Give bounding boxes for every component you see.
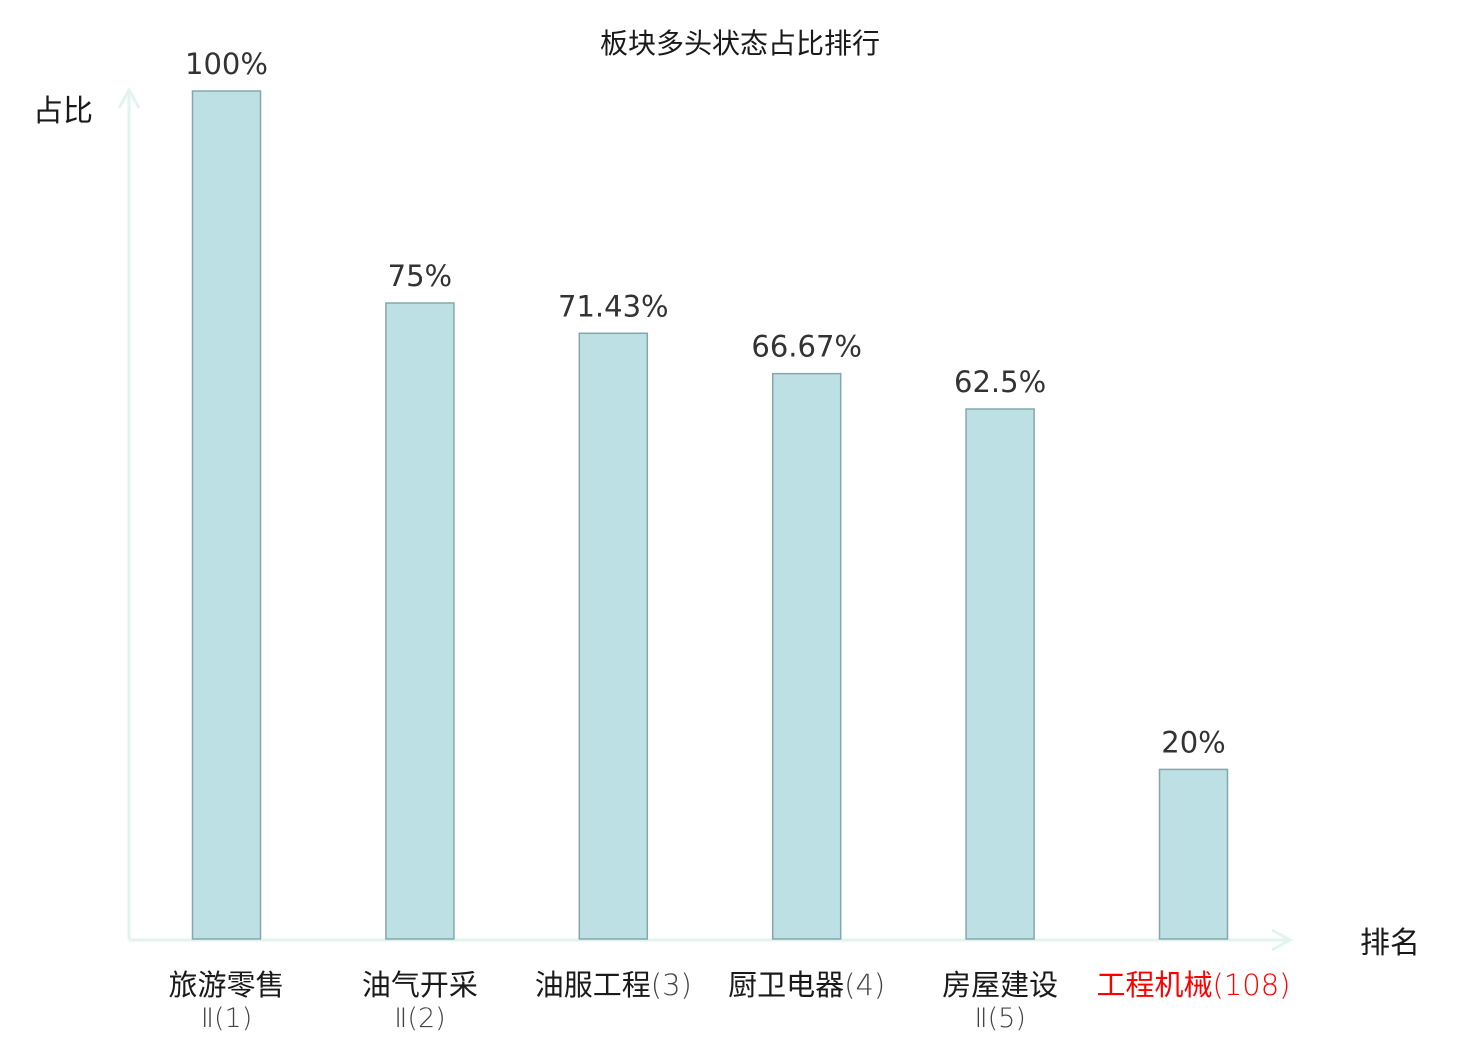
chart-title: 板块多头状态占比排行 xyxy=(600,27,880,60)
x-tick-labels: 旅游零售 Ⅱ(1) 油气开采 Ⅱ(2) 油服工程(3) 厨卫电器(4) 房屋建设 Ⅱ(5) 工程… xyxy=(168,968,1290,1034)
bar xyxy=(771,372,842,940)
bar xyxy=(578,332,649,940)
x-tick-label: 油气开采 Ⅱ(2) xyxy=(362,968,478,1034)
x-tick-label: 房屋建设 Ⅱ(5) xyxy=(942,968,1058,1034)
bar-value-label: 71.43% xyxy=(558,289,669,323)
bar-value-label: 62.5% xyxy=(954,365,1046,399)
x-axis xyxy=(129,928,1294,952)
y-axis-label: 占比 xyxy=(33,94,93,129)
x-tick-label-suffix: (4) xyxy=(844,968,885,1002)
x-tick-label-name: 旅游零售 xyxy=(168,968,284,1002)
bar-value-label: 66.67% xyxy=(751,330,862,364)
bar xyxy=(191,90,262,940)
x-tick-label-suffix: Ⅱ(5) xyxy=(974,1003,1026,1034)
x-tick-label-suffix: Ⅱ(1) xyxy=(201,1003,253,1034)
value-labels: 100% 75% 71.43% 66.67% 62.5% 20% xyxy=(185,47,1226,759)
x-tick-label-suffix: (108) xyxy=(1213,968,1291,1002)
y-axis-arrow-icon xyxy=(117,86,141,109)
x-tick-label-name: 油服工程 xyxy=(535,968,651,1002)
x-tick-label: 旅游零售 Ⅱ(1) xyxy=(168,968,284,1034)
x-tick-label-name: 厨卫电器 xyxy=(728,968,844,1002)
x-tick-label: 油服工程(3) xyxy=(535,968,692,1002)
x-tick-label-suffix: (3) xyxy=(651,968,692,1002)
x-tick-label: 厨卫电器(4) xyxy=(728,968,885,1002)
bar xyxy=(385,302,455,940)
x-tick-label-suffix: Ⅱ(2) xyxy=(394,1003,446,1034)
x-tick-label-name: 房屋建设 xyxy=(942,968,1058,1002)
bar-value-label: 20% xyxy=(1161,725,1225,759)
bar xyxy=(1158,768,1229,940)
bars xyxy=(191,90,1229,940)
y-axis xyxy=(117,86,141,940)
bar-value-label: 100% xyxy=(185,47,268,81)
x-tick-label: 工程机械(108) xyxy=(1097,968,1291,1002)
x-tick-label-name: 油气开采 xyxy=(362,968,478,1002)
x-tick-label-name: 工程机械 xyxy=(1097,968,1213,1002)
x-axis-label: 排名 xyxy=(1360,926,1420,961)
bar xyxy=(965,408,1035,940)
x-axis-arrow-icon xyxy=(1271,928,1294,952)
bar-value-label: 75% xyxy=(388,259,452,293)
